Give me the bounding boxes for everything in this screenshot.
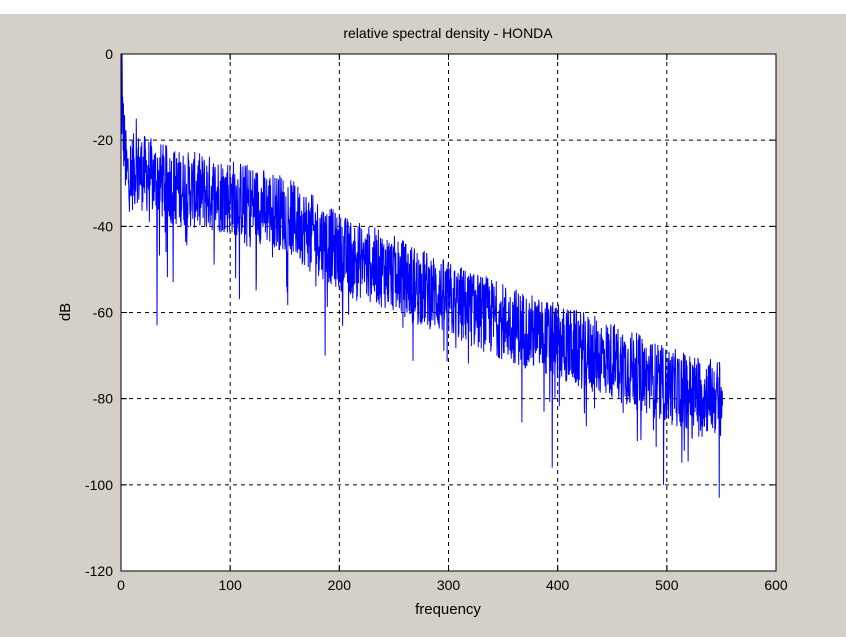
tick-layer: 0 100 200 300 400 500 600 0 -20 -40 -60 -80 -100 -120 [85, 46, 788, 593]
x-tick-label: 600 [764, 577, 788, 593]
chart-title: relative spectral density - HONDA [343, 25, 553, 41]
x-tick-label: 300 [437, 577, 461, 593]
y-tick-label: -80 [93, 391, 113, 407]
y-tick-label: -40 [93, 218, 113, 234]
y-tick-label: 0 [105, 46, 113, 62]
series-layer [120, 53, 724, 498]
x-tick-label: 0 [117, 577, 125, 593]
x-tick-label: 100 [218, 577, 242, 593]
y-axis-label: dB [57, 303, 74, 321]
series-line [120, 53, 724, 498]
x-tick-label: 500 [655, 577, 679, 593]
x-tick-label: 400 [546, 577, 570, 593]
y-tick-label: -100 [85, 477, 113, 493]
top-strip [0, 0, 846, 14]
x-tick-label: 200 [328, 577, 352, 593]
y-tick-label: -20 [93, 132, 113, 148]
y-tick-label: -120 [85, 563, 113, 579]
y-tick-label: -60 [93, 305, 113, 321]
x-axis-label: frequency [415, 601, 481, 618]
